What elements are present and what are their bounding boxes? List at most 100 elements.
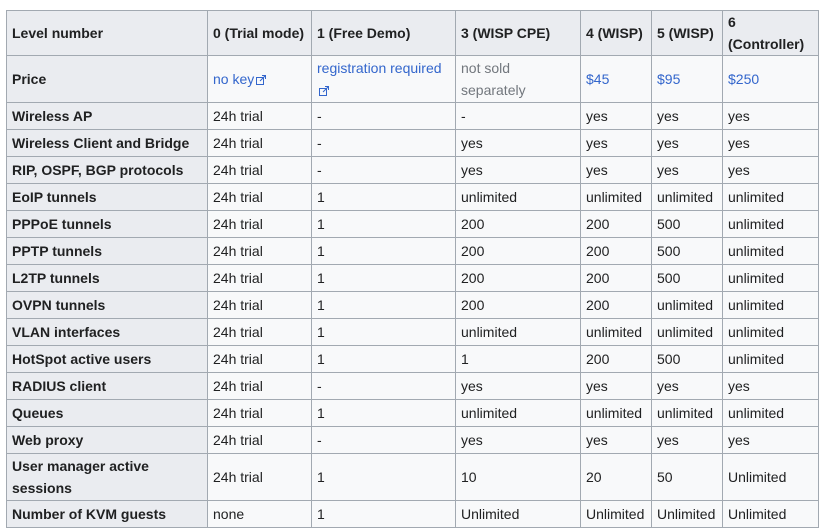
no-key-link-label: no key bbox=[213, 71, 255, 87]
row-header: Wireless Client and Bridge bbox=[6, 129, 208, 157]
table-cell: 200 bbox=[580, 237, 652, 265]
row-header: RIP, OSPF, BGP protocols bbox=[6, 156, 208, 184]
table-cell: 24h trial bbox=[207, 237, 312, 265]
table-cell: unlimited bbox=[722, 399, 819, 427]
table-cell: yes bbox=[722, 372, 819, 400]
table-cell: 500 bbox=[651, 345, 723, 373]
table-cell: 24h trial bbox=[207, 453, 312, 501]
table-cell: 24h trial bbox=[207, 264, 312, 292]
price-level-6: $250 bbox=[722, 55, 819, 103]
table-cell: Unlimited bbox=[722, 453, 819, 501]
table-row: Wireless Client and Bridge 24h trial - yes y… bbox=[6, 129, 819, 157]
table-row: Wireless AP 24h trial - - yes yes yes bbox=[6, 102, 819, 130]
table-cell: 50 bbox=[651, 453, 723, 501]
table-cell: unlimited bbox=[722, 210, 819, 238]
table-cell: Unlimited bbox=[455, 500, 581, 528]
table-cell: 200 bbox=[455, 291, 581, 319]
table-row: PPTP tunnels 24h trial 1 200 200 500 unlimited bbox=[6, 237, 819, 265]
table-cell: - bbox=[311, 372, 456, 400]
table-cell: 20 bbox=[580, 453, 652, 501]
table-cell: - bbox=[311, 102, 456, 130]
table-cell: 1 bbox=[311, 210, 456, 238]
table-row: L2TP tunnels 24h trial 1 200 200 500 unlimited bbox=[6, 264, 819, 292]
table-cell: yes bbox=[580, 426, 652, 454]
table-cell: unlimited bbox=[722, 237, 819, 265]
column-header-level-3: 3 (WISP CPE) bbox=[455, 10, 581, 56]
table-cell: unlimited bbox=[722, 264, 819, 292]
table-row: RADIUS client 24h trial - yes yes yes yes bbox=[6, 372, 819, 400]
table-row: User manager active sessions 24h trial 1 10… bbox=[6, 453, 819, 501]
table-cell: yes bbox=[651, 129, 723, 157]
table-cell: - bbox=[311, 426, 456, 454]
table-cell: 1 bbox=[311, 291, 456, 319]
table-cell: unlimited bbox=[455, 318, 581, 346]
table-cell: unlimited bbox=[455, 399, 581, 427]
table-row: EoIP tunnels 24h trial 1 unlimited unlimited… bbox=[6, 183, 819, 211]
table-cell: yes bbox=[722, 426, 819, 454]
table-cell: unlimited bbox=[722, 291, 819, 319]
table-cell: 1 bbox=[311, 399, 456, 427]
table-cell: 200 bbox=[580, 210, 652, 238]
column-header-level-number: Level number bbox=[6, 10, 208, 56]
column-header-level-0: 0 (Trial mode) bbox=[207, 10, 312, 56]
row-header: OVPN tunnels bbox=[6, 291, 208, 319]
table-row: Web proxy 24h trial - yes yes yes yes bbox=[6, 426, 819, 454]
price-level-1: registration required bbox=[311, 55, 456, 103]
table-cell: unlimited bbox=[722, 183, 819, 211]
table-cell: 1 bbox=[455, 345, 581, 373]
registration-required-link-label: registration required bbox=[317, 60, 442, 76]
table-cell: yes bbox=[580, 156, 652, 184]
table-cell: yes bbox=[580, 102, 652, 130]
row-header: User manager active sessions bbox=[6, 453, 208, 501]
table-cell: yes bbox=[455, 129, 581, 157]
row-header: PPTP tunnels bbox=[6, 237, 208, 265]
external-link-icon bbox=[319, 86, 329, 96]
table-cell: unlimited bbox=[651, 183, 723, 211]
row-header-price: Price bbox=[6, 55, 208, 103]
table-cell: 500 bbox=[651, 237, 723, 265]
price-level-5-link[interactable]: $95 bbox=[657, 71, 681, 87]
table-row: Queues 24h trial 1 unlimited unlimited unlimi… bbox=[6, 399, 819, 427]
table-cell: unlimited bbox=[651, 399, 723, 427]
table-cell: 24h trial bbox=[207, 372, 312, 400]
table-cell: - bbox=[455, 102, 581, 130]
table-row: VLAN interfaces 24h trial 1 unlimited unlimi… bbox=[6, 318, 819, 346]
row-header: Web proxy bbox=[6, 426, 208, 454]
price-level-4-link[interactable]: $45 bbox=[586, 71, 610, 87]
table-cell: 24h trial bbox=[207, 399, 312, 427]
table-row: Number of KVM guests none 1 Unlimited Unlimi… bbox=[6, 500, 819, 528]
registration-required-link[interactable]: registration required bbox=[317, 60, 442, 98]
table-cell: yes bbox=[580, 372, 652, 400]
table-cell: yes bbox=[651, 426, 723, 454]
price-level-5: $95 bbox=[651, 55, 723, 103]
table-cell: unlimited bbox=[651, 318, 723, 346]
table-cell: 200 bbox=[580, 345, 652, 373]
table-cell: 24h trial bbox=[207, 102, 312, 130]
table-cell: yes bbox=[722, 102, 819, 130]
table-cell: 1 bbox=[311, 453, 456, 501]
row-header: Number of KVM guests bbox=[6, 500, 208, 528]
no-key-link[interactable]: no key bbox=[213, 71, 267, 87]
price-level-6-link[interactable]: $250 bbox=[728, 71, 760, 87]
table-cell: 200 bbox=[580, 264, 652, 292]
table-row: PPPoE tunnels 24h trial 1 200 200 500 unlimite… bbox=[6, 210, 819, 238]
table-cell: 24h trial bbox=[207, 318, 312, 346]
table-cell: 1 bbox=[311, 237, 456, 265]
row-header: VLAN interfaces bbox=[6, 318, 208, 346]
row-header: Wireless AP bbox=[6, 102, 208, 130]
table-cell: yes bbox=[455, 372, 581, 400]
table-cell: 200 bbox=[455, 237, 581, 265]
table-cell: 24h trial bbox=[207, 210, 312, 238]
row-header: RADIUS client bbox=[6, 372, 208, 400]
license-levels-table: Level number 0 (Trial mode) 1 (Free Demo… bbox=[6, 10, 819, 528]
table-cell: yes bbox=[580, 129, 652, 157]
table-cell: 24h trial bbox=[207, 183, 312, 211]
table-cell: 200 bbox=[455, 264, 581, 292]
table-cell: 24h trial bbox=[207, 345, 312, 373]
table-row: HotSpot active users 24h trial 1 1 200 500 unl… bbox=[6, 345, 819, 373]
table-cell: 200 bbox=[580, 291, 652, 319]
table-cell: Unlimited bbox=[580, 500, 652, 528]
column-header-level-6: 6 (Controller) bbox=[722, 10, 819, 56]
table-row: OVPN tunnels 24h trial 1 200 200 unlimited unl… bbox=[6, 291, 819, 319]
price-level-0: no key bbox=[207, 55, 312, 103]
